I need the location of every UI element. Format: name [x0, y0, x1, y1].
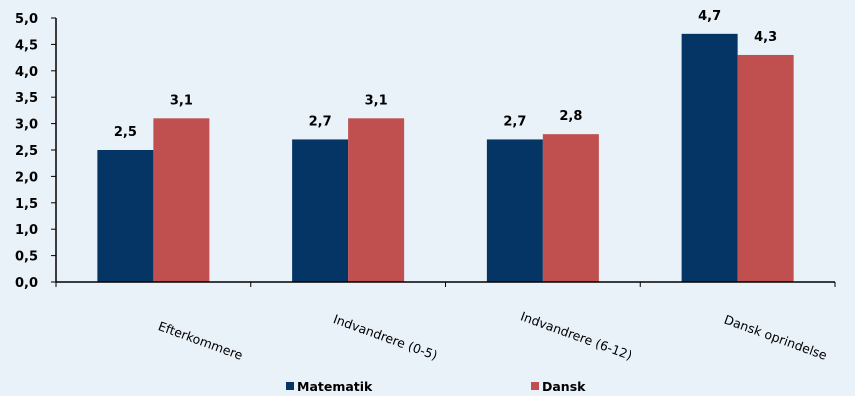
y-tick-label: 1,0: [15, 223, 38, 238]
legend-label-matematik: Matematik: [297, 379, 373, 394]
y-tick-label: 2,0: [15, 170, 38, 185]
legend-label-dansk: Dansk: [542, 379, 586, 394]
y-tick-label: 0,0: [15, 276, 38, 291]
bar-matematik: [97, 150, 154, 282]
bar-dansk: [737, 54, 794, 283]
x-axis: Efterkommere Indvandrere (0-5) Indvandrere…: [55, 281, 836, 363]
bar-dansk: [153, 118, 210, 282]
data-label-dansk: 2,8: [559, 109, 582, 124]
y-tick-label: 0,5: [15, 250, 38, 265]
y-tick-label: 4,0: [15, 65, 38, 80]
bar-matematik: [486, 139, 543, 282]
data-label-matematik: 2,5: [114, 125, 137, 140]
data-label-matematik: 2,7: [309, 114, 332, 129]
data-label-dansk: 3,1: [170, 93, 193, 108]
legend-swatch-dansk: [531, 382, 539, 390]
bar-matematik: [292, 139, 349, 282]
y-tick-label: 5,0: [15, 12, 38, 27]
legend: Matematik Dansk: [286, 379, 586, 394]
bars: [97, 33, 794, 283]
bar-matematik: [681, 33, 738, 283]
x-category-label: Dansk oprindelse: [722, 312, 829, 363]
data-label-matematik: 2,7: [503, 114, 526, 129]
x-category-label: Efterkommere: [156, 318, 245, 363]
y-tick-label: 3,0: [15, 118, 38, 133]
bar-dansk: [542, 134, 599, 282]
x-category-label: Indvandrere (0-5): [331, 311, 439, 363]
data-labels: 2,5 3,1 2,7 3,1 2,7 2,8 4,7 4,3: [114, 9, 777, 140]
data-label-matematik: 4,7: [698, 9, 721, 24]
x-category-label: Indvandrere (6-12): [519, 308, 635, 362]
y-tick-label: 2,5: [15, 144, 38, 159]
y-tick-label: 4,5: [15, 38, 38, 53]
y-axis: 0,0 0,5 1,0 1,5 2,0 2,5 3,0 3,5 4,0 4,5 5,0: [15, 12, 57, 291]
data-label-dansk: 4,3: [754, 30, 777, 45]
y-tick-label: 3,5: [15, 91, 38, 106]
y-tick-label: 1,5: [15, 197, 38, 212]
bar-dansk: [348, 118, 405, 282]
data-label-dansk: 3,1: [365, 93, 388, 108]
legend-swatch-matematik: [286, 382, 294, 390]
